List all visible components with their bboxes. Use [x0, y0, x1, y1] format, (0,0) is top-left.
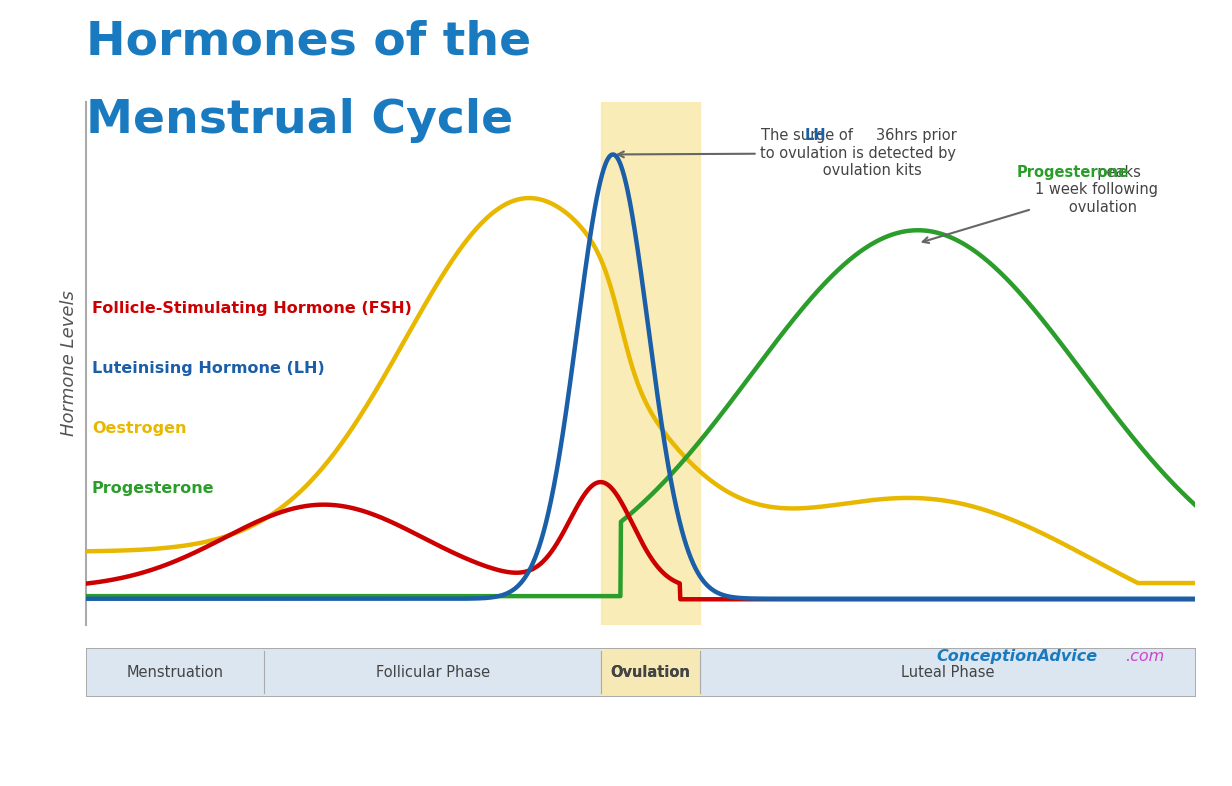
Text: Menstruation: Menstruation: [127, 664, 224, 680]
Text: Follicular Phase: Follicular Phase: [376, 664, 490, 680]
Text: Follicle-Stimulating Hormone (FSH): Follicle-Stimulating Hormone (FSH): [92, 301, 411, 316]
Text: .com: .com: [1125, 649, 1164, 664]
Text: Luteal Phase: Luteal Phase: [901, 664, 994, 680]
Bar: [601, 102, 700, 625]
Text: The surge of     36hrs prior
to ovulation is detected by
      ovulation kits: The surge of 36hrs prior to ovulation is…: [618, 128, 956, 178]
Text: Ovulation: Ovulation: [611, 664, 690, 680]
Text: Day 7: Day 7: [338, 718, 389, 736]
Text: Start of Cycle: Start of Cycle: [22, 718, 150, 736]
Text: Day 21: Day 21: [886, 718, 950, 736]
Y-axis label: Hormone Levels: Hormone Levels: [60, 291, 78, 436]
Text: Progesterone: Progesterone: [92, 481, 214, 496]
Text: Day 14: Day 14: [609, 718, 673, 736]
Text: Menstrual Cycle: Menstrual Cycle: [86, 98, 514, 143]
Text: Hormones of the: Hormones of the: [86, 20, 531, 64]
Text: ConceptionAdvice: ConceptionAdvice: [936, 649, 1098, 664]
Text: LH: LH: [804, 128, 827, 143]
Text: Ovulation: Ovulation: [611, 664, 690, 680]
Text: peaks
1 week following
   ovulation: peaks 1 week following ovulation: [923, 165, 1158, 243]
Text: Day 28: Day 28: [1163, 718, 1227, 736]
Text: Oestrogen: Oestrogen: [92, 421, 186, 436]
Text: Luteinising Hormone (LH): Luteinising Hormone (LH): [92, 361, 324, 376]
Text: Progesterone: Progesterone: [1016, 165, 1129, 180]
Bar: [601, 648, 700, 696]
